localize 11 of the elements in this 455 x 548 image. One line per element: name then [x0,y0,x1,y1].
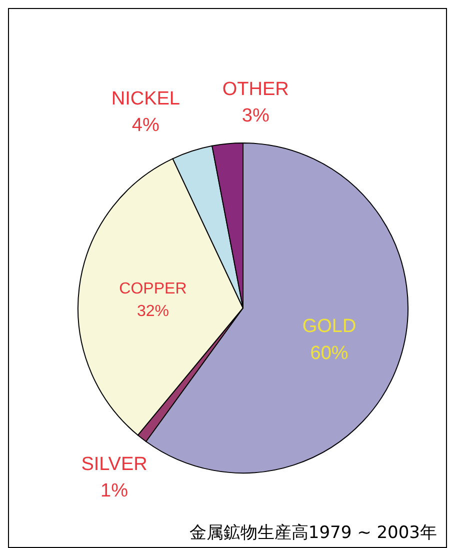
data-label: 1% [100,480,128,502]
data-label: 60% [310,342,348,364]
data-label: 4% [132,115,160,136]
slice-label: SILVER [81,454,148,476]
text: 金属鉱物生産高1979 ~ 2003年 [189,523,437,543]
slice-label: OTHER [222,79,289,100]
data-label: 3% [242,106,270,127]
slice-label: GOLD [302,316,356,338]
data-label: 32% [136,302,169,320]
slice-label: COPPER [119,280,187,298]
slice-label: NICKEL [111,88,180,110]
